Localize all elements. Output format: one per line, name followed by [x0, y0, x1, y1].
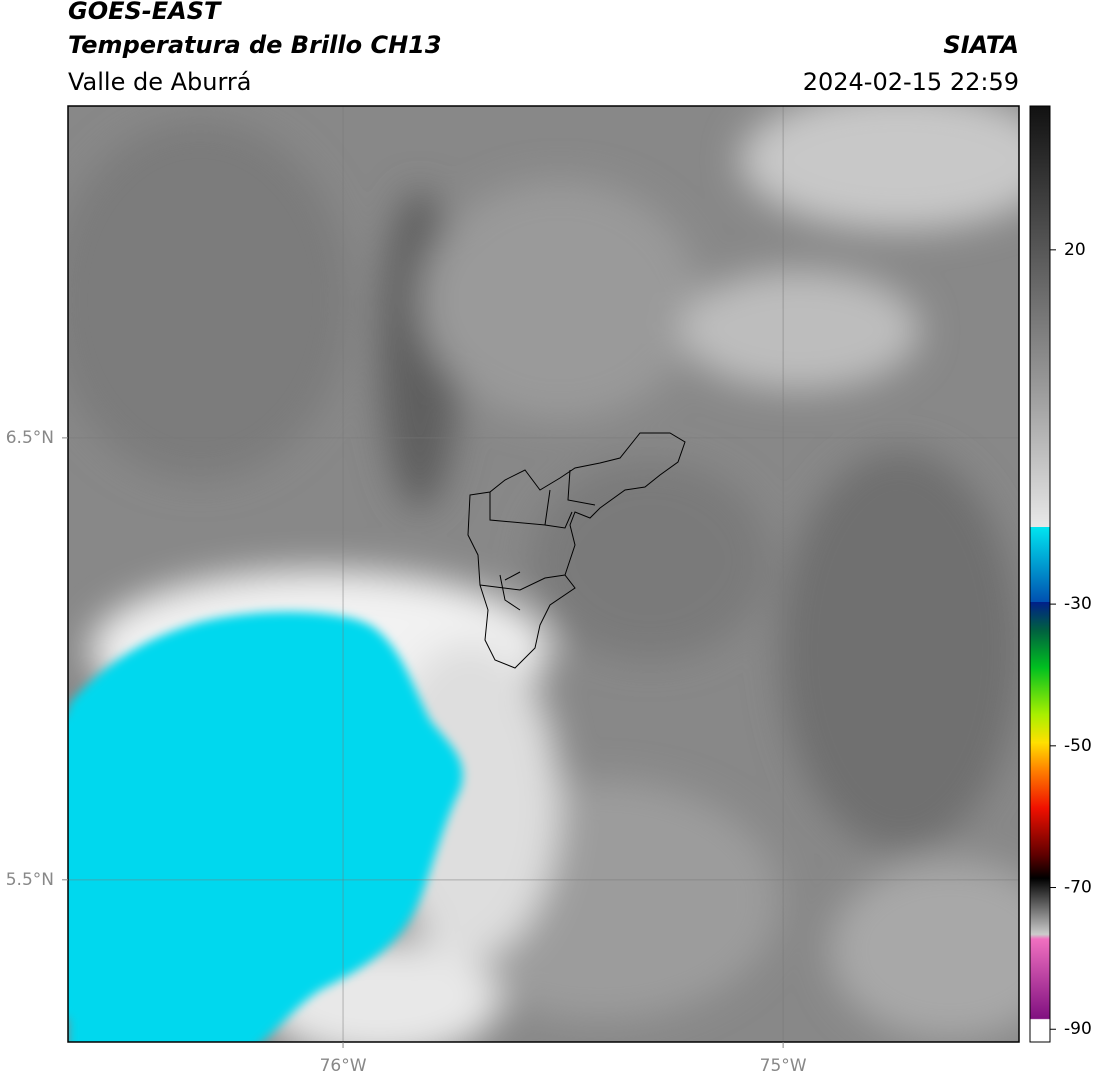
region: Valle de Aburrá: [68, 68, 252, 96]
graticule: [68, 106, 1019, 1042]
datetime: 2024-02-15 22:59: [803, 68, 1019, 96]
colorbar-tick-label: -70: [1064, 878, 1092, 898]
satellite-image: [68, 106, 1019, 1042]
x-tick-label: 75°W: [760, 1056, 807, 1076]
y-tick-label: 5.5°N: [6, 870, 54, 890]
product: Temperatura de Brillo CH13: [68, 31, 442, 59]
map-frame: [67, 105, 1020, 1043]
colorbar-tick-label: 20: [1064, 240, 1086, 260]
x-tick-label: 76°W: [320, 1056, 367, 1076]
colorbar-tick-label: -90: [1064, 1019, 1092, 1039]
colorbar-tick-label: -30: [1064, 594, 1092, 614]
y-tick-label: 6.5°N: [6, 428, 54, 448]
colorbar: [1029, 105, 1051, 1043]
colorbar-tick-label: -50: [1064, 736, 1092, 756]
municipality-boundaries: [467, 432, 686, 669]
satellite: GOES-EAST: [68, 0, 222, 25]
source: SIATA: [943, 31, 1019, 59]
